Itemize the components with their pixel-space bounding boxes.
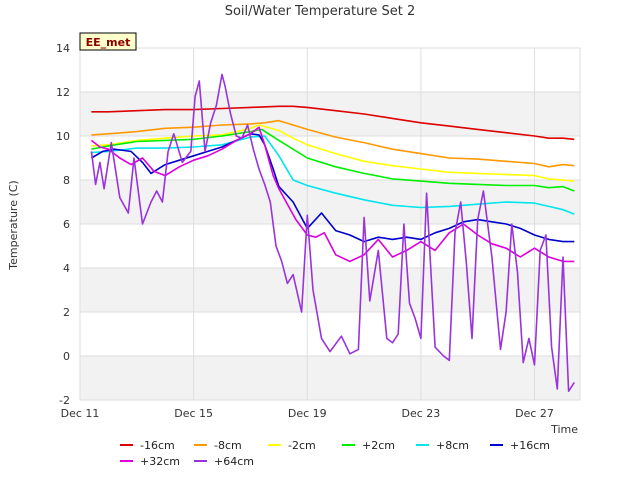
legend-item: +8cm [416, 439, 469, 452]
background-band [80, 48, 580, 92]
x-tick-label: Dec 27 [515, 407, 554, 420]
background-band [80, 136, 580, 180]
legend-label: +8cm [436, 439, 469, 452]
background-band [80, 312, 580, 356]
x-tick-label: Dec 23 [402, 407, 441, 420]
legend-item: -8cm [194, 439, 242, 452]
y-tick-label: 8 [63, 174, 70, 187]
series-line-8cm [91, 135, 575, 215]
y-axis-label: Temperature (C) [7, 180, 20, 270]
plot-frame [79, 47, 581, 401]
series-line-16cm [90, 133, 575, 243]
series-line-16cm [91, 105, 575, 141]
legend-label: +32cm [140, 455, 180, 468]
series-line-8cm [91, 119, 575, 168]
background-band [80, 224, 580, 268]
x-tick-label: Dec 11 [61, 407, 100, 420]
series-line-64cm [90, 73, 575, 393]
legend-item: +64cm [194, 455, 254, 468]
legend: -16cm -8cm -2cm +2cm +8cm +16cm +32cm +64cm [120, 439, 550, 468]
legend-label: +2cm [362, 439, 395, 452]
chart-title: Soil/Water Temperature Set 2 [225, 4, 416, 19]
y-tick-label: 6 [63, 218, 70, 231]
y-tick-label: 12 [56, 86, 70, 99]
legend-item: -2cm [268, 439, 316, 452]
legend-label: +64cm [214, 455, 254, 468]
legend-item: -16cm [120, 439, 175, 452]
legend-label: -16cm [140, 439, 175, 452]
y-tick-label: 10 [56, 130, 70, 143]
y-axis-ticks: -2 0 2 4 6 8 10 12 14 [56, 42, 70, 407]
series-line-32cm [90, 126, 575, 263]
background-bands [80, 48, 580, 400]
y-tick-label: -2 [59, 394, 70, 407]
y-tick-label: 4 [63, 262, 70, 275]
station-badge-box [79, 32, 137, 51]
station-badge: EE_met [79, 32, 137, 51]
series-line-2cm [91, 128, 575, 192]
background-band [80, 356, 580, 400]
station-badge-label: EE_met [86, 36, 131, 49]
x-tick-label: Dec 15 [174, 407, 213, 420]
series-lines [90, 73, 575, 393]
legend-label: +16cm [510, 439, 550, 452]
y-tick-label: 0 [63, 350, 70, 363]
legend-label: -2cm [288, 439, 316, 452]
background-band [80, 268, 580, 312]
x-axis-ticks: Dec 11 Dec 15 Dec 19 Dec 23 Dec 27 [61, 407, 554, 420]
x-axis-label: Time [550, 423, 578, 436]
y-tick-label: 14 [56, 42, 70, 55]
legend-label: -8cm [214, 439, 242, 452]
series-line-2cm [91, 124, 575, 182]
y-tick-label: 2 [63, 306, 70, 319]
legend-item: +2cm [342, 439, 395, 452]
legend-item: +32cm [120, 455, 180, 468]
legend-item: +16cm [490, 439, 550, 452]
x-tick-label: Dec 19 [288, 407, 327, 420]
